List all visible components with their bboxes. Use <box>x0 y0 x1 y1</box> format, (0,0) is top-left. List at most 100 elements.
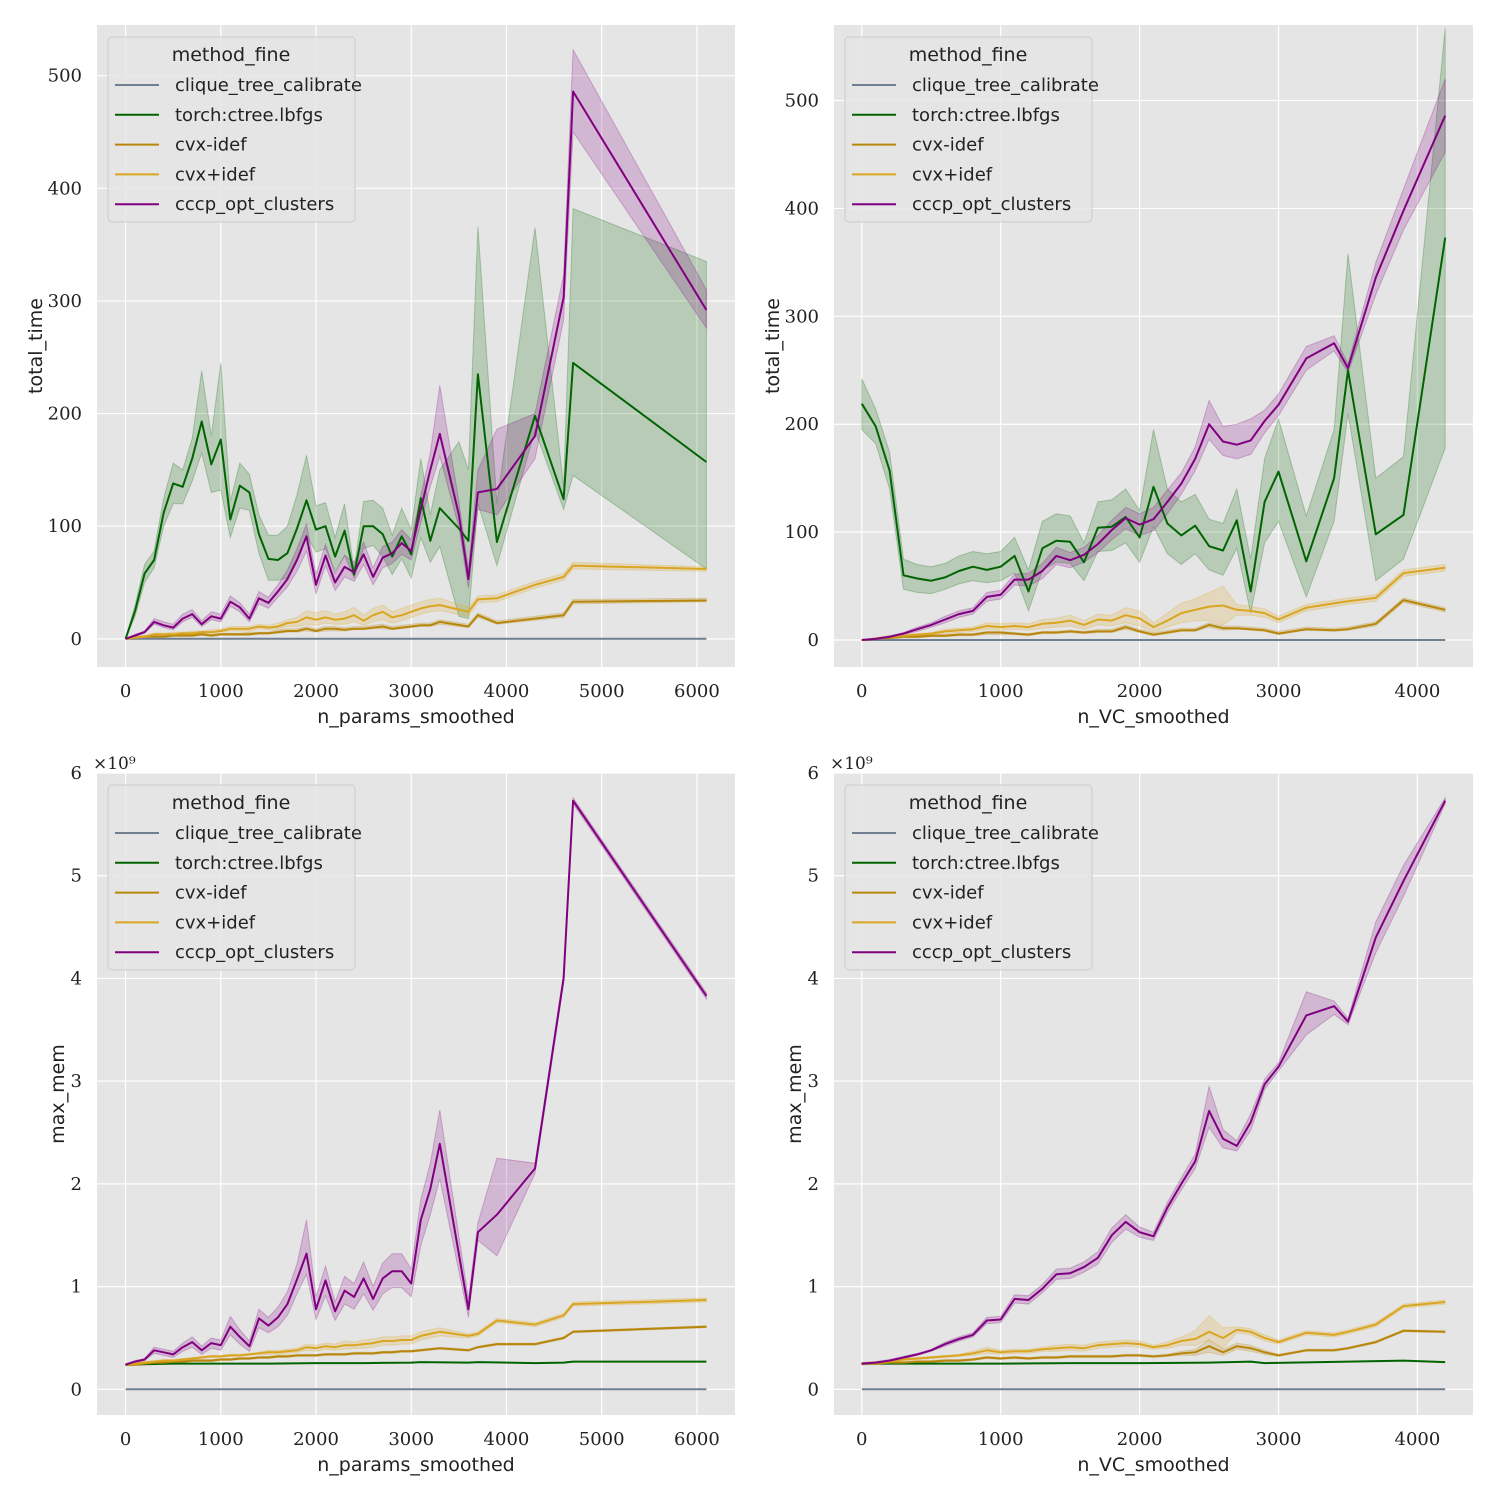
x-axis-label: n_VC_smoothed <box>1077 706 1229 728</box>
y-tick-label: 200 <box>785 414 819 435</box>
x-tick-label: 4000 <box>484 681 530 702</box>
y-axis-label: total_time <box>25 298 47 394</box>
series-line-cvx-idef <box>125 599 707 640</box>
y-tick-label: 5 <box>71 866 82 887</box>
y-tick-label: 200 <box>48 404 82 425</box>
legend-entry-label: clique_tree_calibrate <box>175 75 362 96</box>
legend-entry-label: torch:ctree.lbfgs <box>175 853 323 874</box>
y-tick-label: 1 <box>71 1277 82 1298</box>
confidence-band-torch-ctree-lbfgs <box>125 207 707 639</box>
series-group <box>860 28 1447 641</box>
series-line-cvx-idef <box>861 1301 1446 1365</box>
series-group <box>124 48 708 640</box>
x-tick-label: 2000 <box>1117 1429 1163 1450</box>
series-group <box>861 795 1447 1391</box>
x-tick-label: 4000 <box>484 1429 530 1450</box>
series-line-cccp-opt-clusters <box>861 800 1447 1365</box>
x-tick-label: 1000 <box>198 1429 244 1450</box>
y-tick-label: 0 <box>71 1379 82 1400</box>
y-axis-label: max_mem <box>784 1044 806 1144</box>
y-axis-multiplier: ×10⁹ <box>830 754 873 774</box>
series-line-cccp-opt-clusters <box>861 115 1447 641</box>
x-tick-label: 1000 <box>978 681 1024 702</box>
series-line-cvx-idef <box>125 1325 707 1366</box>
x-tick-label: 3000 <box>388 1429 434 1450</box>
y-axis-label: max_mem <box>47 1044 69 1144</box>
x-tick-label: 4000 <box>1395 681 1441 702</box>
y-tick-label: 2 <box>71 1174 82 1195</box>
y-tick-label: 2 <box>808 1174 819 1195</box>
legend-entry-label: cvx+idef <box>175 912 256 933</box>
legend-entry-label: cccp_opt_clusters <box>912 942 1071 963</box>
legend: method_fine clique_tree_calibrate torch:ct… <box>844 36 1099 223</box>
x-tick-label: 0 <box>120 681 131 702</box>
y-tick-label: 4 <box>71 968 82 989</box>
y-tick-label: 3 <box>71 1071 82 1092</box>
legend-box <box>844 36 1093 223</box>
x-tick-label: 6000 <box>674 681 720 702</box>
x-axis-label: n_params_smoothed <box>317 706 515 728</box>
legend-entry-label: cvx+idef <box>912 912 993 933</box>
legend-entry-label: clique_tree_calibrate <box>912 823 1099 844</box>
x-axis-label: n_VC_smoothed <box>1077 1454 1229 1476</box>
y-axis-label: total_time <box>762 298 784 394</box>
legend-entry-label: cccp_opt_clusters <box>912 194 1071 215</box>
chart-panel-3: 0 1000 2000 3000 4000 5000 6000 0 1 2 3 4 5 6 ×10⁹ n_pa… <box>47 754 735 1476</box>
y-tick-label: 100 <box>48 516 82 537</box>
chart-panel-2: 0 1000 2000 3000 4000 0 100 200 300 400 500 n_VC_sm… <box>762 25 1473 728</box>
x-tick-label: 2000 <box>1117 681 1163 702</box>
series-line-cvx-idef <box>125 1299 707 1366</box>
x-tick-label: 3000 <box>1256 681 1302 702</box>
legend-title: method_fine <box>909 44 1028 66</box>
x-tick-label: 1000 <box>198 681 244 702</box>
series-line-cccp-opt-clusters <box>125 799 708 1366</box>
y-tick-label: 400 <box>48 178 82 199</box>
y-axis-multiplier: ×10⁹ <box>93 754 136 774</box>
confidence-band-torch-ctree-lbfgs <box>861 28 1446 614</box>
series-line-cvx-idef <box>125 564 707 640</box>
x-tick-label: 5000 <box>579 1429 625 1450</box>
legend-box <box>844 784 1093 971</box>
legend-title: method_fine <box>909 792 1028 814</box>
x-tick-label: 1000 <box>978 1429 1024 1450</box>
legend-entry-label: torch:ctree.lbfgs <box>912 853 1060 874</box>
legend-entry-label: cvx-idef <box>912 135 984 156</box>
series-line-cvx-idef <box>861 599 1446 641</box>
y-tick-label: 300 <box>785 306 819 327</box>
y-tick-label: 6 <box>71 763 82 784</box>
series-line-torch-ctree-lbfgs <box>860 237 1447 593</box>
x-tick-label: 0 <box>120 1429 131 1450</box>
series-line-cvx-idef <box>861 566 1446 641</box>
x-tick-label: 6000 <box>674 1429 720 1450</box>
y-tick-label: 500 <box>48 66 82 87</box>
y-tick-label: 3 <box>808 1071 819 1092</box>
legend-entry-label: cvx-idef <box>175 135 247 156</box>
legend-title: method_fine <box>172 792 291 814</box>
y-tick-label: 0 <box>808 1379 819 1400</box>
legend-entry-label: clique_tree_calibrate <box>175 823 362 844</box>
legend-entry-label: cvx+idef <box>175 164 256 185</box>
legend-entry-label: cccp_opt_clusters <box>175 942 334 963</box>
x-tick-label: 0 <box>856 681 867 702</box>
series-line-cvx-idef <box>861 1329 1446 1365</box>
x-tick-label: 0 <box>856 1429 867 1450</box>
y-tick-label: 1 <box>808 1277 819 1298</box>
legend-box <box>107 784 356 971</box>
legend-entry-label: clique_tree_calibrate <box>912 75 1099 96</box>
legend-entry-label: cvx-idef <box>175 883 247 904</box>
y-tick-label: 5 <box>808 866 819 887</box>
series-line-cccp-opt-clusters <box>125 90 708 640</box>
y-tick-label: 100 <box>785 522 819 543</box>
x-tick-label: 3000 <box>1256 1429 1302 1450</box>
y-tick-label: 6 <box>808 763 819 784</box>
y-tick-label: 0 <box>71 629 82 650</box>
legend-title: method_fine <box>172 44 291 66</box>
legend-entry-label: cccp_opt_clusters <box>175 194 334 215</box>
y-tick-label: 400 <box>785 198 819 219</box>
series-line-torch-ctree-lbfgs <box>861 1359 1446 1365</box>
confidence-band-cvx-idef <box>125 561 707 640</box>
y-tick-label: 0 <box>808 630 819 651</box>
confidence-band-cccp-opt-clusters <box>861 795 1446 1366</box>
